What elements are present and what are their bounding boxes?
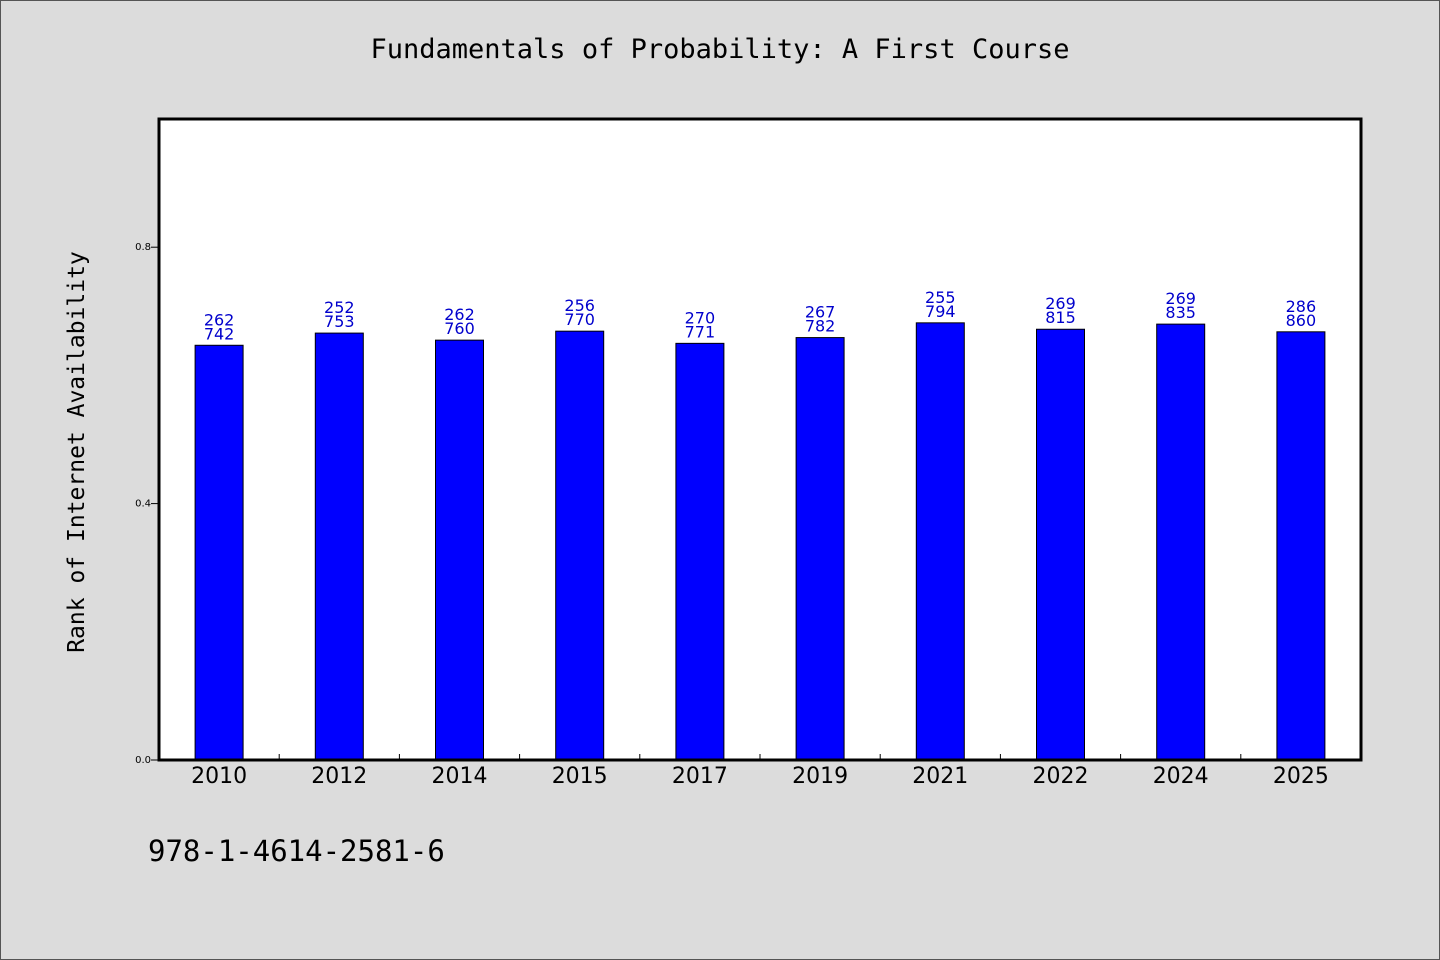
data-label-top: 256 [564,296,595,315]
data-label-bottom: 860 [1286,311,1317,330]
y-tick-label: 0.4 [135,499,151,510]
bar-2010 [194,344,244,761]
bar-2021 [915,322,965,761]
data-label-top: 262 [204,310,235,329]
plot-border [157,117,1363,762]
data-label-top: 262 [444,305,475,324]
bar-2014 [435,339,484,761]
x-tick-label: 2022 [1033,764,1089,789]
bar-2017 [675,342,725,761]
x-tick-label: 2014 [432,764,488,789]
x-tick-label: 2010 [191,764,247,789]
data-label-bottom: 771 [685,322,716,341]
x-tick-label: 2015 [552,764,608,789]
data-label-top: 269 [1045,294,1076,313]
x-tick-label: 2012 [311,764,367,789]
data-label-top: 270 [685,308,716,327]
isbn-label: 978-1-4614-2581-6 [148,834,445,868]
data-label-bottom: 753 [324,312,355,331]
x-tick-label: 2024 [1153,764,1209,789]
data-label-top: 252 [324,298,355,317]
data-label-bottom: 770 [564,310,595,329]
x-tick-label: 2025 [1273,764,1329,789]
data-label-top: 269 [1165,289,1196,308]
data-label-top: 255 [925,288,956,307]
data-label-bottom: 760 [444,319,475,338]
chart-title: Fundamentals of Probability: A First Cou… [370,34,1070,65]
data-label-top: 267 [805,303,836,322]
bar-2015 [555,330,605,761]
bar-2024 [1156,323,1206,761]
bar-2025 [1276,331,1326,761]
y-tick-label: 0.0 [135,755,151,766]
x-tick-label: 2017 [672,764,728,789]
y-tick-label: 0.8 [135,242,151,253]
data-label-bottom: 835 [1165,303,1196,322]
data-label-bottom: 742 [204,324,235,343]
bar-2022 [1036,328,1085,761]
x-tick-label: 2019 [792,764,848,789]
data-label-bottom: 815 [1045,308,1076,327]
data-label-bottom: 782 [805,317,836,336]
bar-2019 [795,337,845,761]
x-tick-label: 2021 [912,764,968,789]
data-label-top: 286 [1286,297,1317,316]
bar-2012 [314,332,364,761]
data-label-bottom: 794 [925,302,956,321]
